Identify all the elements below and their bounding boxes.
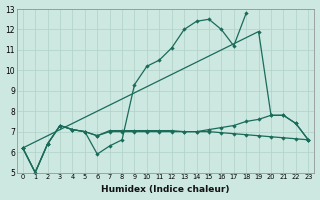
X-axis label: Humidex (Indice chaleur): Humidex (Indice chaleur) — [101, 185, 230, 194]
